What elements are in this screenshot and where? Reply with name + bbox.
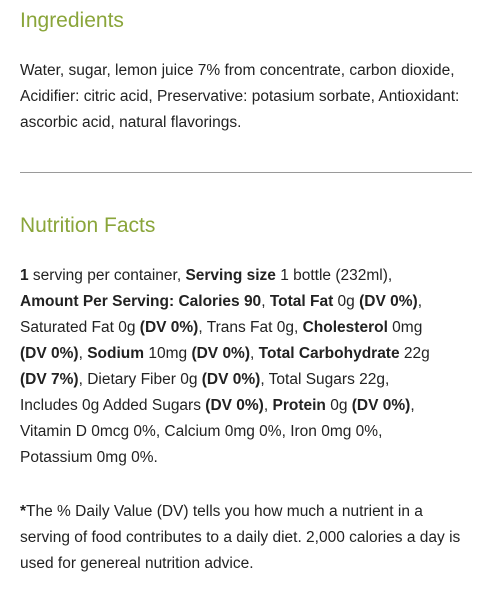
ingredients-text: Water, sugar, lemon juice 7% from concen… (20, 62, 460, 131)
footnote-text: The % Daily Value (DV) tells you how muc… (20, 503, 461, 572)
cholesterol-label: Cholesterol (302, 319, 388, 336)
serving-size-value: 1 bottle (232ml), (275, 267, 393, 284)
section-divider (20, 172, 472, 173)
separator: , (410, 397, 415, 414)
separator: , (263, 397, 273, 414)
nutrition-facts-title: Nutrition Facts (20, 214, 156, 237)
nutrition-facts-text: 1 serving per container, Serving size 1 … (20, 263, 472, 471)
saturated-fat-dv: (DV 0%) (139, 319, 199, 336)
cholesterol-value: 0mg (387, 319, 423, 336)
protein-value: 0g (325, 397, 352, 414)
vitamins-minerals: Vitamin D 0mcg 0%, Calcium 0mg 0%, Iron … (20, 423, 383, 440)
total-carbohydrate-value: 22g (399, 345, 430, 362)
dietary-fiber-dv: (DV 0%) (201, 371, 261, 388)
total-carbohydrate-dv: (DV 7%) (20, 371, 79, 388)
separator: , (417, 293, 422, 310)
total-carbohydrate-label: Total Carbohydrate (258, 345, 400, 362)
trans-fat: , Trans Fat 0g, (198, 319, 303, 336)
ingredients-title: Ingredients (20, 9, 124, 32)
total-fat-label: Total Fat (269, 293, 334, 310)
servings-text: serving per container, (28, 267, 186, 284)
protein-dv: (DV 0%) (351, 397, 411, 414)
footnote-star: * (20, 503, 27, 520)
protein-label: Protein (272, 397, 326, 414)
dietary-fiber: , Dietary Fiber 0g (78, 371, 202, 388)
sodium-dv: (DV 0%) (191, 345, 251, 362)
cholesterol-dv: (DV 0%) (20, 345, 79, 362)
servings-count: 1 (20, 267, 29, 284)
total-fat-value: 0g (333, 293, 360, 310)
total-sugars: , Total Sugars 22g, (260, 371, 390, 388)
daily-value-footnote: *The % Daily Value (DV) tells you how mu… (20, 499, 472, 577)
serving-size-label: Serving size (185, 267, 276, 284)
added-sugars-dv: (DV 0%) (205, 397, 264, 414)
separator: , (261, 293, 270, 310)
added-sugars: Includes 0g Added Sugars (20, 397, 206, 414)
saturated-fat: Saturated Fat 0g (20, 319, 140, 336)
separator: , (78, 345, 88, 362)
total-fat-dv: (DV 0%) (359, 293, 418, 310)
separator: , (250, 345, 259, 362)
sodium-value: 10mg (144, 345, 192, 362)
potassium: Potassium 0mg 0%. (20, 449, 158, 466)
sodium-label: Sodium (87, 345, 145, 362)
amount-per-serving: Amount Per Serving: Calories 90 (20, 293, 262, 310)
